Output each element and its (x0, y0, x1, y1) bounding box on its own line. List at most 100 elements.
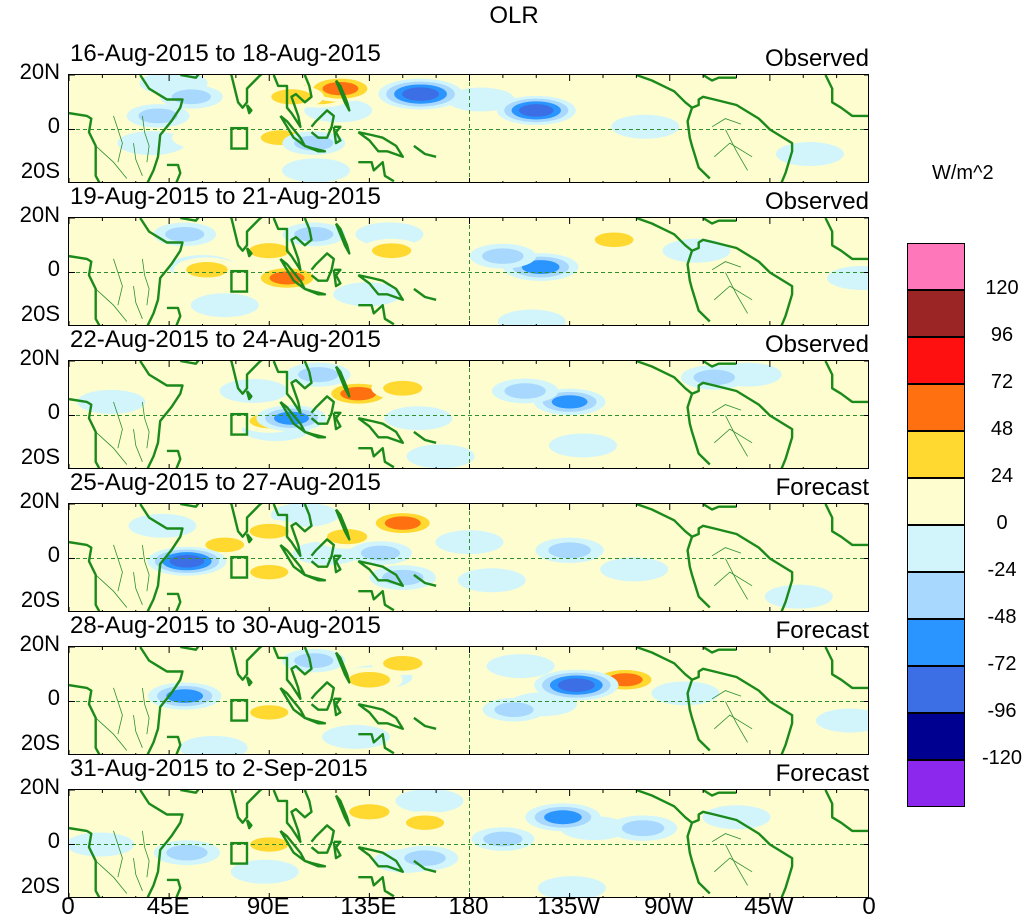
anomaly-contour (384, 516, 421, 530)
background-blob (827, 265, 868, 290)
coastline (702, 647, 737, 654)
legend-color-swatch (907, 572, 965, 619)
country-border (714, 285, 753, 301)
background-blob (611, 114, 680, 139)
country-border (113, 401, 123, 449)
coastline (702, 361, 737, 368)
olr-map (68, 646, 869, 755)
coastline (245, 247, 253, 258)
coastline (635, 790, 794, 897)
country-border (113, 115, 123, 163)
country-border (95, 431, 128, 465)
anomaly-negative (126, 104, 190, 128)
country-border (95, 145, 128, 179)
lat-tick-label: 0 (47, 685, 60, 710)
country-border (95, 860, 128, 894)
map-panel-3: 22-Aug-2015 to 24-Aug-2015 Observed 20N 0 20… (0, 326, 1028, 469)
background-blob (600, 557, 669, 582)
lat-tick-label: 20S (20, 873, 60, 898)
country-border (142, 687, 150, 735)
coastline (245, 819, 253, 830)
map-panel-6: 31-Aug-2015 to 2-Sep-2015 Forecast 20N 0 20S (0, 755, 1028, 898)
coastline (824, 790, 868, 833)
anomaly-contour (557, 678, 595, 692)
region-box (230, 126, 249, 150)
country-border (711, 404, 742, 414)
coastline (358, 875, 395, 897)
country-border (133, 286, 143, 319)
coastline (824, 361, 868, 404)
coastline (304, 144, 327, 153)
anomaly-contour (172, 126, 233, 150)
coastline (686, 393, 711, 466)
coastline (279, 257, 307, 291)
panel-kind-label: Forecast (775, 617, 869, 644)
legend-color-swatch (907, 243, 965, 290)
background-blob (69, 832, 135, 857)
coastline (180, 361, 200, 365)
country-border (725, 129, 748, 171)
coastline (229, 218, 263, 252)
lon-tick-label: 90E (246, 893, 290, 920)
legend-color-swatch (907, 337, 965, 384)
lat-tick-label: 0 (47, 399, 60, 424)
coastline (166, 592, 182, 611)
coastline (310, 395, 335, 425)
coastline (229, 504, 263, 538)
anomaly-contour (166, 689, 204, 703)
anomaly-contour (138, 108, 178, 124)
anomaly-contour (693, 369, 735, 386)
background-blob (77, 389, 146, 414)
coastline (245, 676, 253, 687)
coastline (357, 703, 404, 731)
background-blob (415, 246, 484, 271)
coastline (332, 268, 342, 288)
anomaly-negative (608, 815, 678, 841)
background-blob (384, 406, 453, 431)
anomaly-negative (534, 669, 619, 701)
background-blob (795, 425, 864, 450)
coastline (686, 250, 711, 323)
country-border (142, 544, 150, 592)
anomaly-positive (238, 560, 300, 584)
anomaly-negative (535, 537, 604, 564)
background-blob (333, 282, 402, 307)
anomaly-contour (360, 545, 401, 561)
anomaly-contour (249, 523, 289, 539)
coastline (358, 732, 395, 754)
panel-date-range: 22-Aug-2015 to 24-Aug-2015 (70, 326, 381, 353)
lat-tick-label: 20S (20, 587, 60, 612)
coastline (69, 683, 101, 754)
coastline (139, 504, 184, 611)
anomaly-contour (349, 804, 390, 820)
panel-kind-label: Observed (764, 45, 869, 72)
background-blob (682, 521, 751, 546)
country-border (113, 687, 123, 735)
background-blob (477, 851, 546, 876)
anomaly-contour (166, 844, 208, 861)
background-blob (364, 122, 433, 147)
anomaly-negative (469, 243, 537, 269)
coastline (357, 417, 404, 445)
coastline (139, 647, 184, 754)
lat-tick-label: 0 (47, 828, 60, 853)
background-blob (815, 708, 868, 733)
coastline (139, 75, 184, 182)
coastline (635, 361, 794, 468)
anomaly-contour (171, 89, 211, 105)
coastline (180, 647, 200, 651)
legend-color-swatch (907, 290, 965, 337)
lat-tick-label: 20N (19, 202, 60, 227)
anomaly-positive (366, 509, 439, 537)
background-blob (733, 647, 802, 670)
country-border (725, 558, 748, 600)
country-border (142, 258, 150, 306)
country-border (711, 547, 742, 557)
background-blob (497, 309, 566, 325)
background-blob (395, 790, 464, 813)
background-blob (426, 727, 495, 752)
anomaly-contour (544, 810, 582, 825)
country-border (113, 544, 123, 592)
coastline (358, 160, 395, 182)
coastline (166, 449, 182, 468)
